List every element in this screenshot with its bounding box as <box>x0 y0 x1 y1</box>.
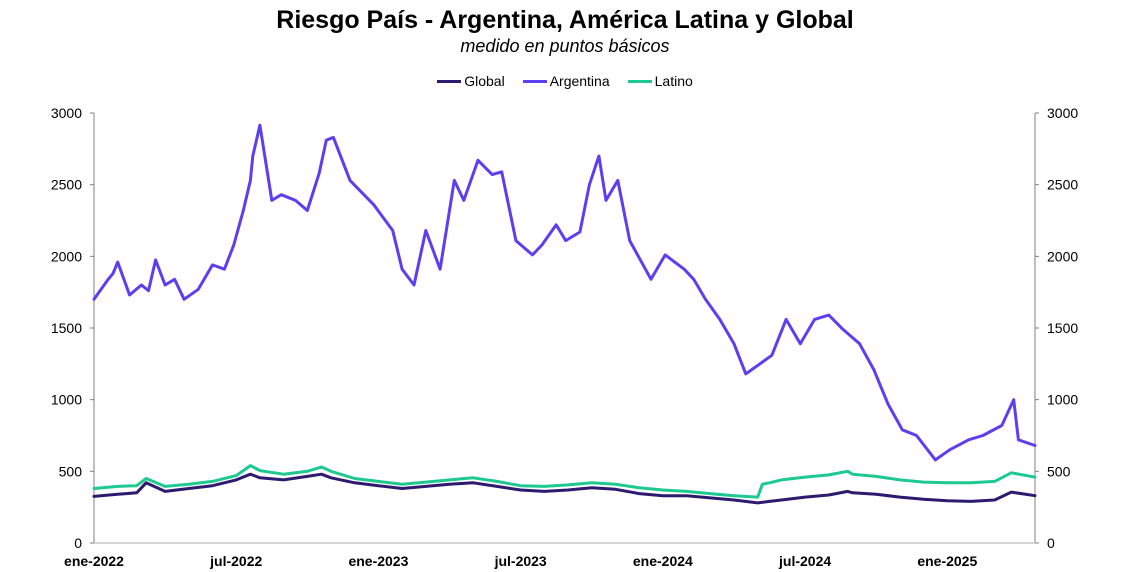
y-tick-label-left: 1000 <box>51 392 82 408</box>
y-tick-label-left: 0 <box>74 535 82 551</box>
legend-label-argentina: Argentina <box>549 73 610 89</box>
series-lines <box>92 123 1037 505</box>
y-tick-label-right: 500 <box>1047 463 1071 479</box>
x-tick-label: ene-2023 <box>348 553 408 569</box>
y-tick-label-right: 1500 <box>1047 320 1078 336</box>
axis-labels: 0 0 500 500 1000 1000 1500 1500 2000 2000 2500 2500… <box>51 105 1079 569</box>
legend-swatch-argentina <box>522 79 547 83</box>
series-line-argentina <box>92 123 1037 462</box>
y-tick-label-left: 2500 <box>51 177 82 193</box>
legend-item-global: Global <box>437 73 505 89</box>
legend-item-argentina: Argentina <box>522 73 610 89</box>
x-tick-label: jul-2022 <box>209 553 262 569</box>
y-tick-label-right: 2500 <box>1047 177 1078 193</box>
legend: Global Argentina Latino <box>0 73 1130 89</box>
axes <box>90 112 1039 544</box>
y-tick-label-left: 1500 <box>51 320 82 336</box>
x-tick-label: jul-2023 <box>494 553 547 569</box>
legend-swatch-latino <box>627 79 652 83</box>
y-tick-label-left: 3000 <box>51 105 82 121</box>
y-tick-label-right: 1000 <box>1047 392 1078 408</box>
x-tick-label: ene-2025 <box>917 553 977 569</box>
y-tick-label-right: 2000 <box>1047 248 1078 264</box>
legend-label-latino: Latino <box>654 73 693 89</box>
y-tick-label-right: 3000 <box>1047 105 1078 121</box>
legend-item-latino: Latino <box>627 73 693 89</box>
series-line-latino <box>92 464 1037 499</box>
x-tick-label: jul-2024 <box>778 553 831 569</box>
x-tick-label: ene-2024 <box>633 553 693 569</box>
y-tick-label-right: 0 <box>1047 535 1055 551</box>
chart-subtitle: medido en puntos básicos <box>460 36 670 56</box>
series-line-global <box>92 472 1037 505</box>
legend-label-global: Global <box>464 73 505 89</box>
legend-swatch-global <box>437 79 462 83</box>
y-tick-label-left: 2000 <box>51 248 82 264</box>
y-tick-label-left: 500 <box>59 463 83 479</box>
chart-title: Riesgo País - Argentina, América Latina … <box>276 6 854 34</box>
x-tick-label: ene-2022 <box>64 553 124 569</box>
